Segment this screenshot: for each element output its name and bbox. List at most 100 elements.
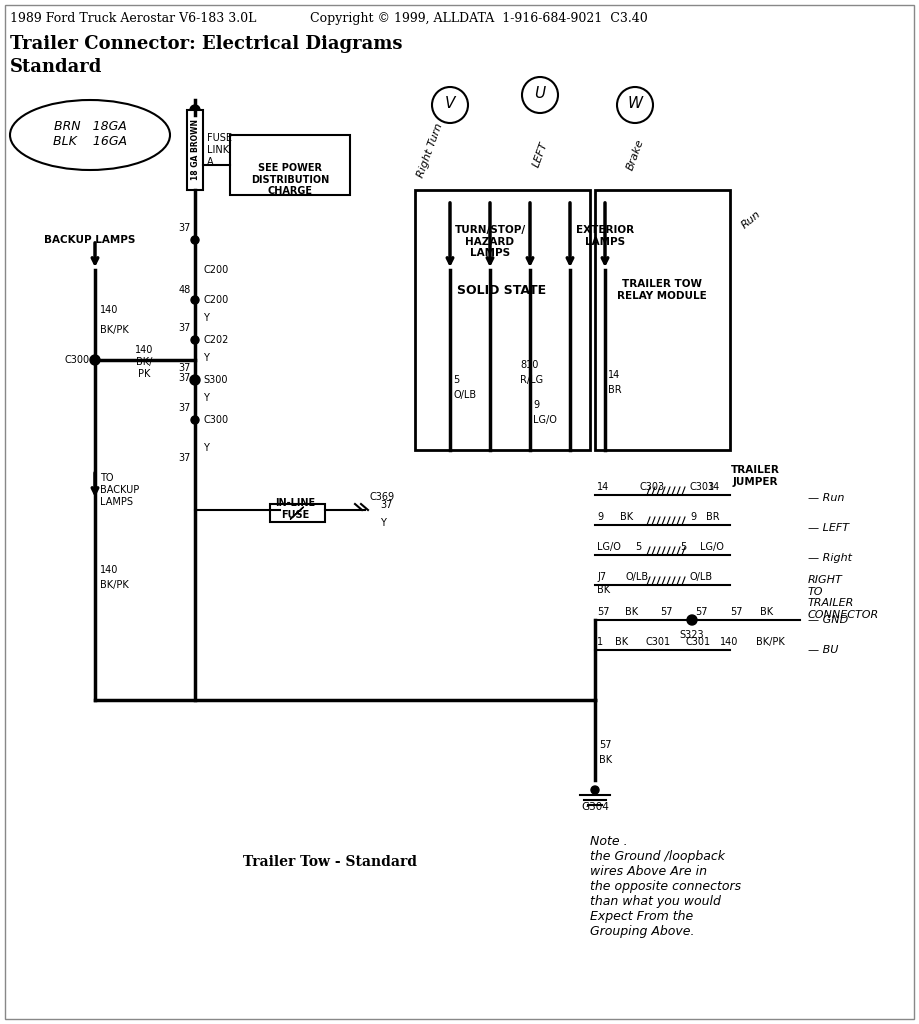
Text: Trailer Tow - Standard: Trailer Tow - Standard: [243, 855, 417, 869]
Text: C303: C303: [690, 482, 715, 492]
FancyBboxPatch shape: [270, 504, 325, 522]
Text: TURN/STOP/
HAZARD
LAMPS: TURN/STOP/ HAZARD LAMPS: [454, 225, 526, 258]
Text: Y: Y: [203, 353, 209, 362]
Text: C301: C301: [645, 637, 670, 647]
Text: 37: 37: [178, 453, 191, 463]
Text: 140: 140: [135, 345, 153, 355]
FancyBboxPatch shape: [187, 110, 203, 190]
Text: G304: G304: [581, 802, 609, 812]
Text: C200: C200: [203, 295, 228, 305]
Text: TRAILER
JUMPER: TRAILER JUMPER: [731, 465, 779, 486]
Text: 5: 5: [680, 542, 686, 552]
Text: BK/PK: BK/PK: [756, 637, 785, 647]
Text: SEE POWER
DISTRIBUTION
CHARGE: SEE POWER DISTRIBUTION CHARGE: [251, 163, 329, 197]
Text: Copyright © 1999, ALLDATA  1-916-684-9021  C3.40: Copyright © 1999, ALLDATA 1-916-684-9021…: [310, 12, 648, 25]
Text: — Right: — Right: [808, 553, 852, 563]
Text: BK: BK: [599, 755, 612, 765]
Text: 37: 37: [178, 323, 191, 333]
Text: 140: 140: [100, 305, 119, 315]
Text: BK: BK: [597, 585, 610, 595]
Text: C202: C202: [203, 335, 229, 345]
Text: 57: 57: [730, 607, 743, 617]
Text: C369: C369: [370, 492, 395, 502]
Text: 37: 37: [178, 403, 191, 413]
Text: 9: 9: [597, 512, 603, 522]
Text: Y: Y: [203, 443, 209, 453]
Text: 57: 57: [660, 607, 673, 617]
Text: EXTERIOR
LAMPS: EXTERIOR LAMPS: [576, 225, 634, 247]
Text: 140: 140: [720, 637, 738, 647]
Text: BK: BK: [620, 512, 633, 522]
Text: LG/O: LG/O: [597, 542, 621, 552]
Text: J7: J7: [597, 572, 607, 582]
Text: BK/PK: BK/PK: [100, 580, 129, 590]
Text: O/LB: O/LB: [690, 572, 713, 582]
FancyBboxPatch shape: [595, 190, 730, 450]
Text: 1989 Ford Truck Aerostar V6-183 3.0L: 1989 Ford Truck Aerostar V6-183 3.0L: [10, 12, 256, 25]
Text: Note .
the Ground /loopback
wires Above Are in
the opposite connectors
than what: Note . the Ground /loopback wires Above …: [590, 835, 741, 938]
Text: 37: 37: [380, 500, 392, 510]
Text: BR: BR: [707, 512, 720, 522]
Text: IN-LINE
FUSE: IN-LINE FUSE: [275, 498, 315, 519]
Text: Y: Y: [380, 518, 386, 528]
Text: RIGHT
TO
TRAILER
CONNECTOR: RIGHT TO TRAILER CONNECTOR: [808, 575, 879, 620]
Text: 18 GA BROWN: 18 GA BROWN: [190, 120, 199, 180]
Text: 5: 5: [453, 375, 460, 385]
Text: 140: 140: [100, 565, 119, 575]
Circle shape: [191, 236, 199, 244]
Text: — Run: — Run: [808, 493, 845, 503]
Text: 14: 14: [708, 482, 720, 492]
Text: 48: 48: [179, 285, 191, 295]
Text: BK/
PK: BK/ PK: [136, 357, 153, 379]
Text: BK/PK: BK/PK: [100, 325, 129, 335]
Text: BACKUP LAMPS: BACKUP LAMPS: [44, 234, 136, 245]
Text: Run: Run: [740, 209, 763, 230]
Text: C200: C200: [203, 265, 228, 275]
Circle shape: [591, 786, 599, 794]
Text: FUSE
LINK
A: FUSE LINK A: [207, 133, 232, 167]
FancyBboxPatch shape: [230, 135, 350, 195]
Text: Y: Y: [203, 393, 209, 403]
Text: Right Turn: Right Turn: [415, 122, 445, 178]
FancyBboxPatch shape: [415, 190, 590, 450]
Text: S300: S300: [203, 375, 228, 385]
Text: O/LB: O/LB: [625, 572, 648, 582]
Text: — BU: — BU: [808, 645, 838, 655]
Text: 14: 14: [597, 482, 609, 492]
Text: 1: 1: [597, 637, 603, 647]
Text: S323: S323: [680, 630, 704, 640]
Text: TO
BACKUP
LAMPS: TO BACKUP LAMPS: [100, 473, 140, 507]
Text: 810: 810: [520, 360, 539, 370]
Text: BK: BK: [625, 607, 638, 617]
Circle shape: [190, 105, 200, 115]
Text: 9: 9: [690, 512, 696, 522]
Circle shape: [191, 416, 199, 424]
Text: Y: Y: [203, 313, 209, 323]
Circle shape: [190, 375, 200, 385]
Circle shape: [90, 355, 100, 365]
Text: 5: 5: [635, 542, 641, 552]
Text: BK: BK: [615, 637, 628, 647]
Text: C300: C300: [65, 355, 90, 365]
Text: 37: 37: [178, 223, 191, 233]
Text: LEFT: LEFT: [531, 141, 550, 169]
Text: Brake: Brake: [625, 138, 645, 172]
Text: — LEFT: — LEFT: [808, 523, 849, 534]
Text: W: W: [628, 95, 642, 111]
Text: 9: 9: [533, 400, 539, 410]
Text: Standard: Standard: [10, 58, 102, 76]
Text: 57: 57: [597, 607, 609, 617]
Text: 57: 57: [599, 740, 611, 750]
Text: 14: 14: [608, 370, 620, 380]
Text: V: V: [445, 95, 455, 111]
Text: Trailer Connector: Electrical Diagrams: Trailer Connector: Electrical Diagrams: [10, 35, 403, 53]
Text: 37: 37: [178, 373, 191, 383]
Text: LG/O: LG/O: [700, 542, 724, 552]
Text: 37: 37: [178, 362, 191, 373]
Text: BK: BK: [760, 607, 773, 617]
Text: LG/O: LG/O: [533, 415, 557, 425]
Text: O/LB: O/LB: [453, 390, 476, 400]
Text: C300: C300: [203, 415, 228, 425]
Text: SOLID STATE: SOLID STATE: [458, 284, 547, 297]
Text: U: U: [535, 85, 546, 100]
